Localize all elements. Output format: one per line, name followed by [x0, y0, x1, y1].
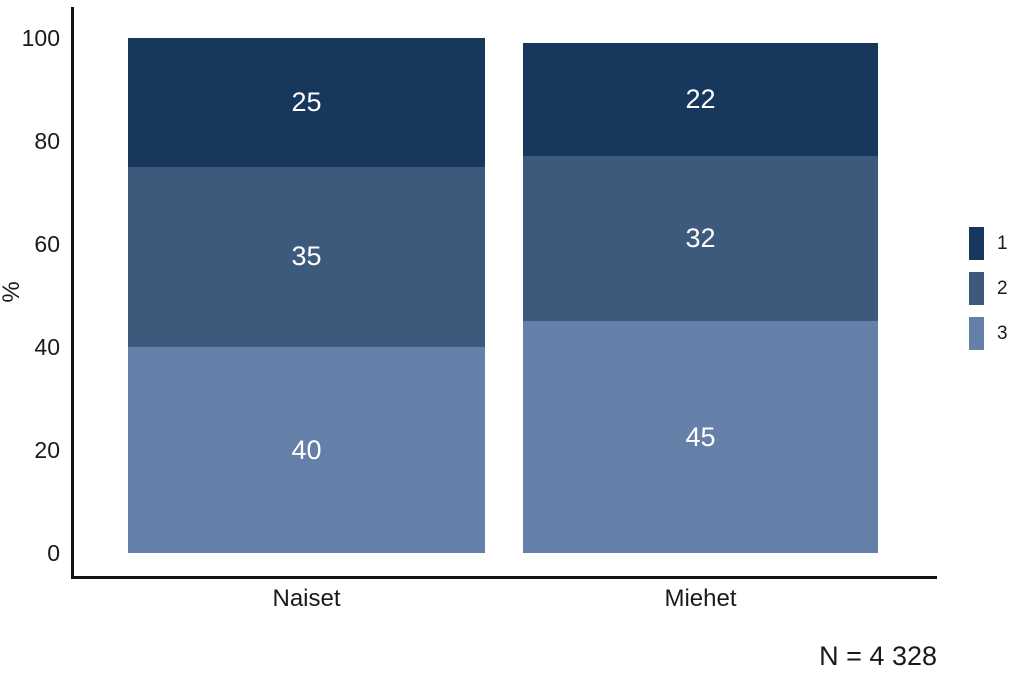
y-axis-title: %: [0, 281, 25, 303]
bar-segment-series-3: 45: [523, 321, 878, 553]
legend: 1 2 3: [969, 227, 1008, 350]
bar-segment-series-1: 25: [128, 38, 485, 167]
segment-value-label: 40: [291, 434, 322, 465]
legend-item-1: 1: [969, 227, 1008, 260]
y-tick-label-100: 100: [21, 25, 60, 51]
segment-value-label: 35: [291, 241, 322, 272]
legend-swatch-icon: [969, 317, 984, 350]
bar-naiset: 25 35 40: [128, 38, 485, 553]
legend-label: 1: [997, 232, 1008, 254]
y-tick-label-0: 0: [47, 540, 60, 566]
bar-segment-series-1: 22: [523, 43, 878, 157]
y-tick-label-80: 80: [34, 128, 60, 154]
y-axis-line: [71, 7, 74, 579]
x-tick-label-naiset: Naiset: [272, 585, 341, 612]
y-tick-label-40: 40: [34, 334, 60, 360]
legend-swatch-icon: [969, 272, 984, 305]
segment-value-label: 45: [685, 421, 716, 452]
sample-size-note: N = 4 328: [819, 641, 937, 671]
segment-value-label: 25: [291, 86, 322, 117]
bar-segment-series-3: 40: [128, 347, 485, 553]
segment-value-label: 22: [685, 84, 716, 115]
x-axis-line: [71, 576, 937, 579]
legend-item-3: 3: [969, 317, 1008, 350]
legend-item-2: 2: [969, 272, 1008, 305]
legend-label: 2: [997, 277, 1008, 299]
y-tick-label-60: 60: [34, 231, 60, 257]
legend-label: 3: [997, 322, 1008, 344]
bar-miehet: 22 32 45: [523, 43, 878, 553]
legend-swatch-icon: [969, 227, 984, 260]
bar-segment-series-2: 32: [523, 156, 878, 322]
bar-segment-series-2: 35: [128, 166, 485, 347]
x-tick-label-miehet: Miehet: [664, 585, 737, 612]
segment-value-label: 32: [685, 223, 716, 254]
y-tick-label-20: 20: [34, 437, 60, 463]
